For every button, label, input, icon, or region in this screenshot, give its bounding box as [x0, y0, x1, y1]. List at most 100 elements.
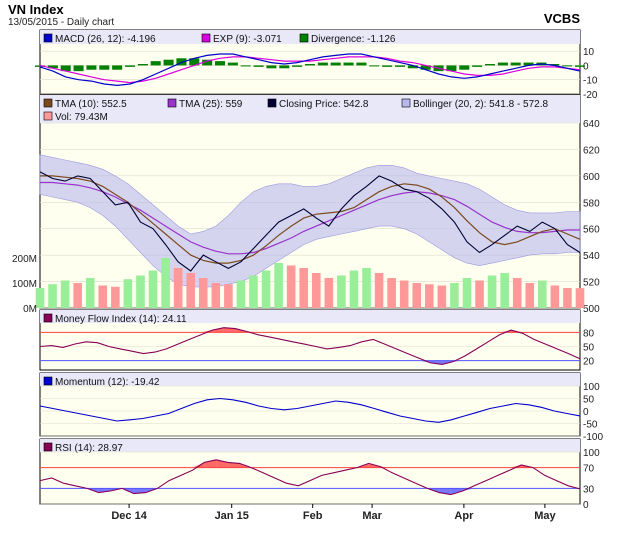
divergence-bar	[446, 65, 457, 72]
divergence-bar	[510, 62, 521, 66]
rsi-legend: RSI (14): 28.97	[43, 442, 123, 454]
rsi-oversold-fill	[462, 488, 475, 491]
divergence-bar	[523, 62, 534, 66]
divergence-bar	[304, 64, 316, 66]
mfi-y-tick-label: 50	[583, 343, 595, 354]
volume-bar	[349, 270, 359, 308]
volume-bar	[286, 265, 296, 308]
price-y-tick-label: 640	[583, 119, 600, 130]
rsi-oversold-fill	[98, 488, 111, 493]
price-legend-bar	[40, 95, 580, 123]
x-axis: Dec 14 Jan 15 Feb Mar Apr May	[111, 504, 556, 522]
rsi-legend-label: RSI (14): 28.97	[55, 443, 123, 454]
x-tick-label: May	[534, 510, 556, 522]
mfi-legend-bar	[40, 310, 580, 323]
x-tick-label: Mar	[362, 510, 382, 522]
macd-legend-swatch	[43, 33, 53, 43]
volume-bar	[236, 280, 246, 308]
divergence-bar	[266, 65, 277, 69]
divergence-bar	[562, 65, 573, 67]
x-tick-label: Jan 15	[215, 510, 249, 522]
divergence-bar	[163, 59, 174, 66]
divergence-bar	[472, 65, 483, 67]
volume-bar	[186, 273, 195, 308]
volume-bar	[387, 278, 396, 308]
volume-bar	[550, 285, 560, 308]
volume-bar	[450, 283, 459, 308]
rsi-panel: RSI (14): 28.97 100 70 30 0	[39, 438, 600, 511]
mfi-oversold-fill	[453, 360, 466, 362]
divergence-bar	[150, 61, 161, 66]
volume-bar	[487, 275, 497, 308]
price-legend-swatch	[43, 111, 53, 121]
divergence-bar	[124, 65, 136, 67]
divergence-bar	[99, 65, 110, 70]
momentum-y-tick-label: -50	[583, 420, 598, 431]
x-tick-label: Dec 14	[111, 510, 147, 522]
divergence-bar	[60, 65, 71, 72]
price-legend-swatch	[401, 98, 411, 108]
price-y-tick-label: 500	[583, 304, 600, 315]
volume-bar	[60, 280, 70, 308]
data-source-label: VCBS	[544, 11, 580, 26]
divergence-bar	[227, 62, 238, 66]
momentum-legend: Momentum (12): -19.42	[43, 376, 160, 388]
x-tick-label: Apr	[454, 510, 474, 522]
divergence-bar	[356, 62, 367, 66]
macd-y-tick-label: 0	[583, 61, 589, 72]
rsi-y-tick-label: 0	[583, 500, 589, 511]
mfi-y-tick-label: 20	[583, 357, 595, 368]
macd-legend: MACD (26, 12): -4.196 EXP (9): -3.071 Dive…	[43, 33, 396, 45]
volume-bar	[148, 270, 158, 308]
divergence-bar	[343, 62, 354, 66]
rsi-overbought-fill	[509, 465, 522, 468]
divergence-bar	[407, 65, 418, 69]
divergence-bar	[317, 62, 328, 66]
volume-bar	[575, 288, 585, 308]
volume-bar	[198, 278, 208, 308]
chart-title: VN Index	[8, 2, 64, 17]
price-y-tick-label: 620	[583, 145, 600, 156]
divergence-bar	[240, 65, 251, 67]
x-tick-label: Feb	[303, 510, 323, 522]
macd-panel: MACD (26, 12): -4.196 EXP (9): -3.071 Dive…	[34, 29, 598, 101]
rsi-y-tick-label: 70	[583, 464, 595, 475]
macd-line	[39, 53, 581, 87]
volume-bar	[98, 285, 108, 308]
price-legend-swatch	[267, 98, 277, 108]
rsi-line	[39, 459, 581, 496]
divergence-bar	[292, 65, 303, 67]
price-y-tick-label: 580	[583, 198, 600, 209]
price-panel: TMA (10): 552.5 TMA (25): 559 Closing Pric…	[12, 94, 600, 315]
volume-bar	[249, 275, 258, 308]
price-legend-swatch	[43, 98, 53, 108]
mfi-oversold-fill	[430, 360, 443, 365]
price-y-tick-label: 540	[583, 251, 600, 262]
momentum-legend-swatch	[43, 376, 53, 386]
divergence-bar	[253, 65, 264, 67]
rsi-y-tick-label: 100	[583, 448, 600, 459]
volume-bar	[299, 268, 309, 308]
mfi-line	[39, 327, 581, 365]
volume-bar	[48, 284, 57, 308]
rsi-oversold-fill	[450, 488, 463, 495]
mfi-legend-swatch	[43, 313, 53, 323]
divergence-bar	[330, 62, 341, 66]
volume-bar	[123, 279, 133, 308]
price-legend-label: Vol: 79.43M	[55, 112, 108, 123]
momentum-panel: Momentum (12): -19.42 100 500 -50-100	[39, 372, 603, 443]
volume-bar	[512, 278, 522, 308]
momentum-y-tick-label: 100	[583, 382, 600, 393]
divergence-bar	[369, 65, 380, 67]
mfi-overbought-fill	[511, 330, 523, 333]
divergence-bar	[34, 65, 46, 67]
volume-tick-label: 200M	[12, 254, 37, 265]
volume-bar	[525, 283, 535, 308]
volume-tick-label: 0M	[23, 304, 37, 315]
macd-legend-bar	[40, 30, 580, 44]
volume-bar	[274, 263, 283, 308]
volume-tick-label: 100M	[12, 279, 37, 290]
volume-bar	[224, 284, 233, 308]
volume-bar	[311, 273, 321, 308]
volume-bar	[324, 278, 334, 308]
